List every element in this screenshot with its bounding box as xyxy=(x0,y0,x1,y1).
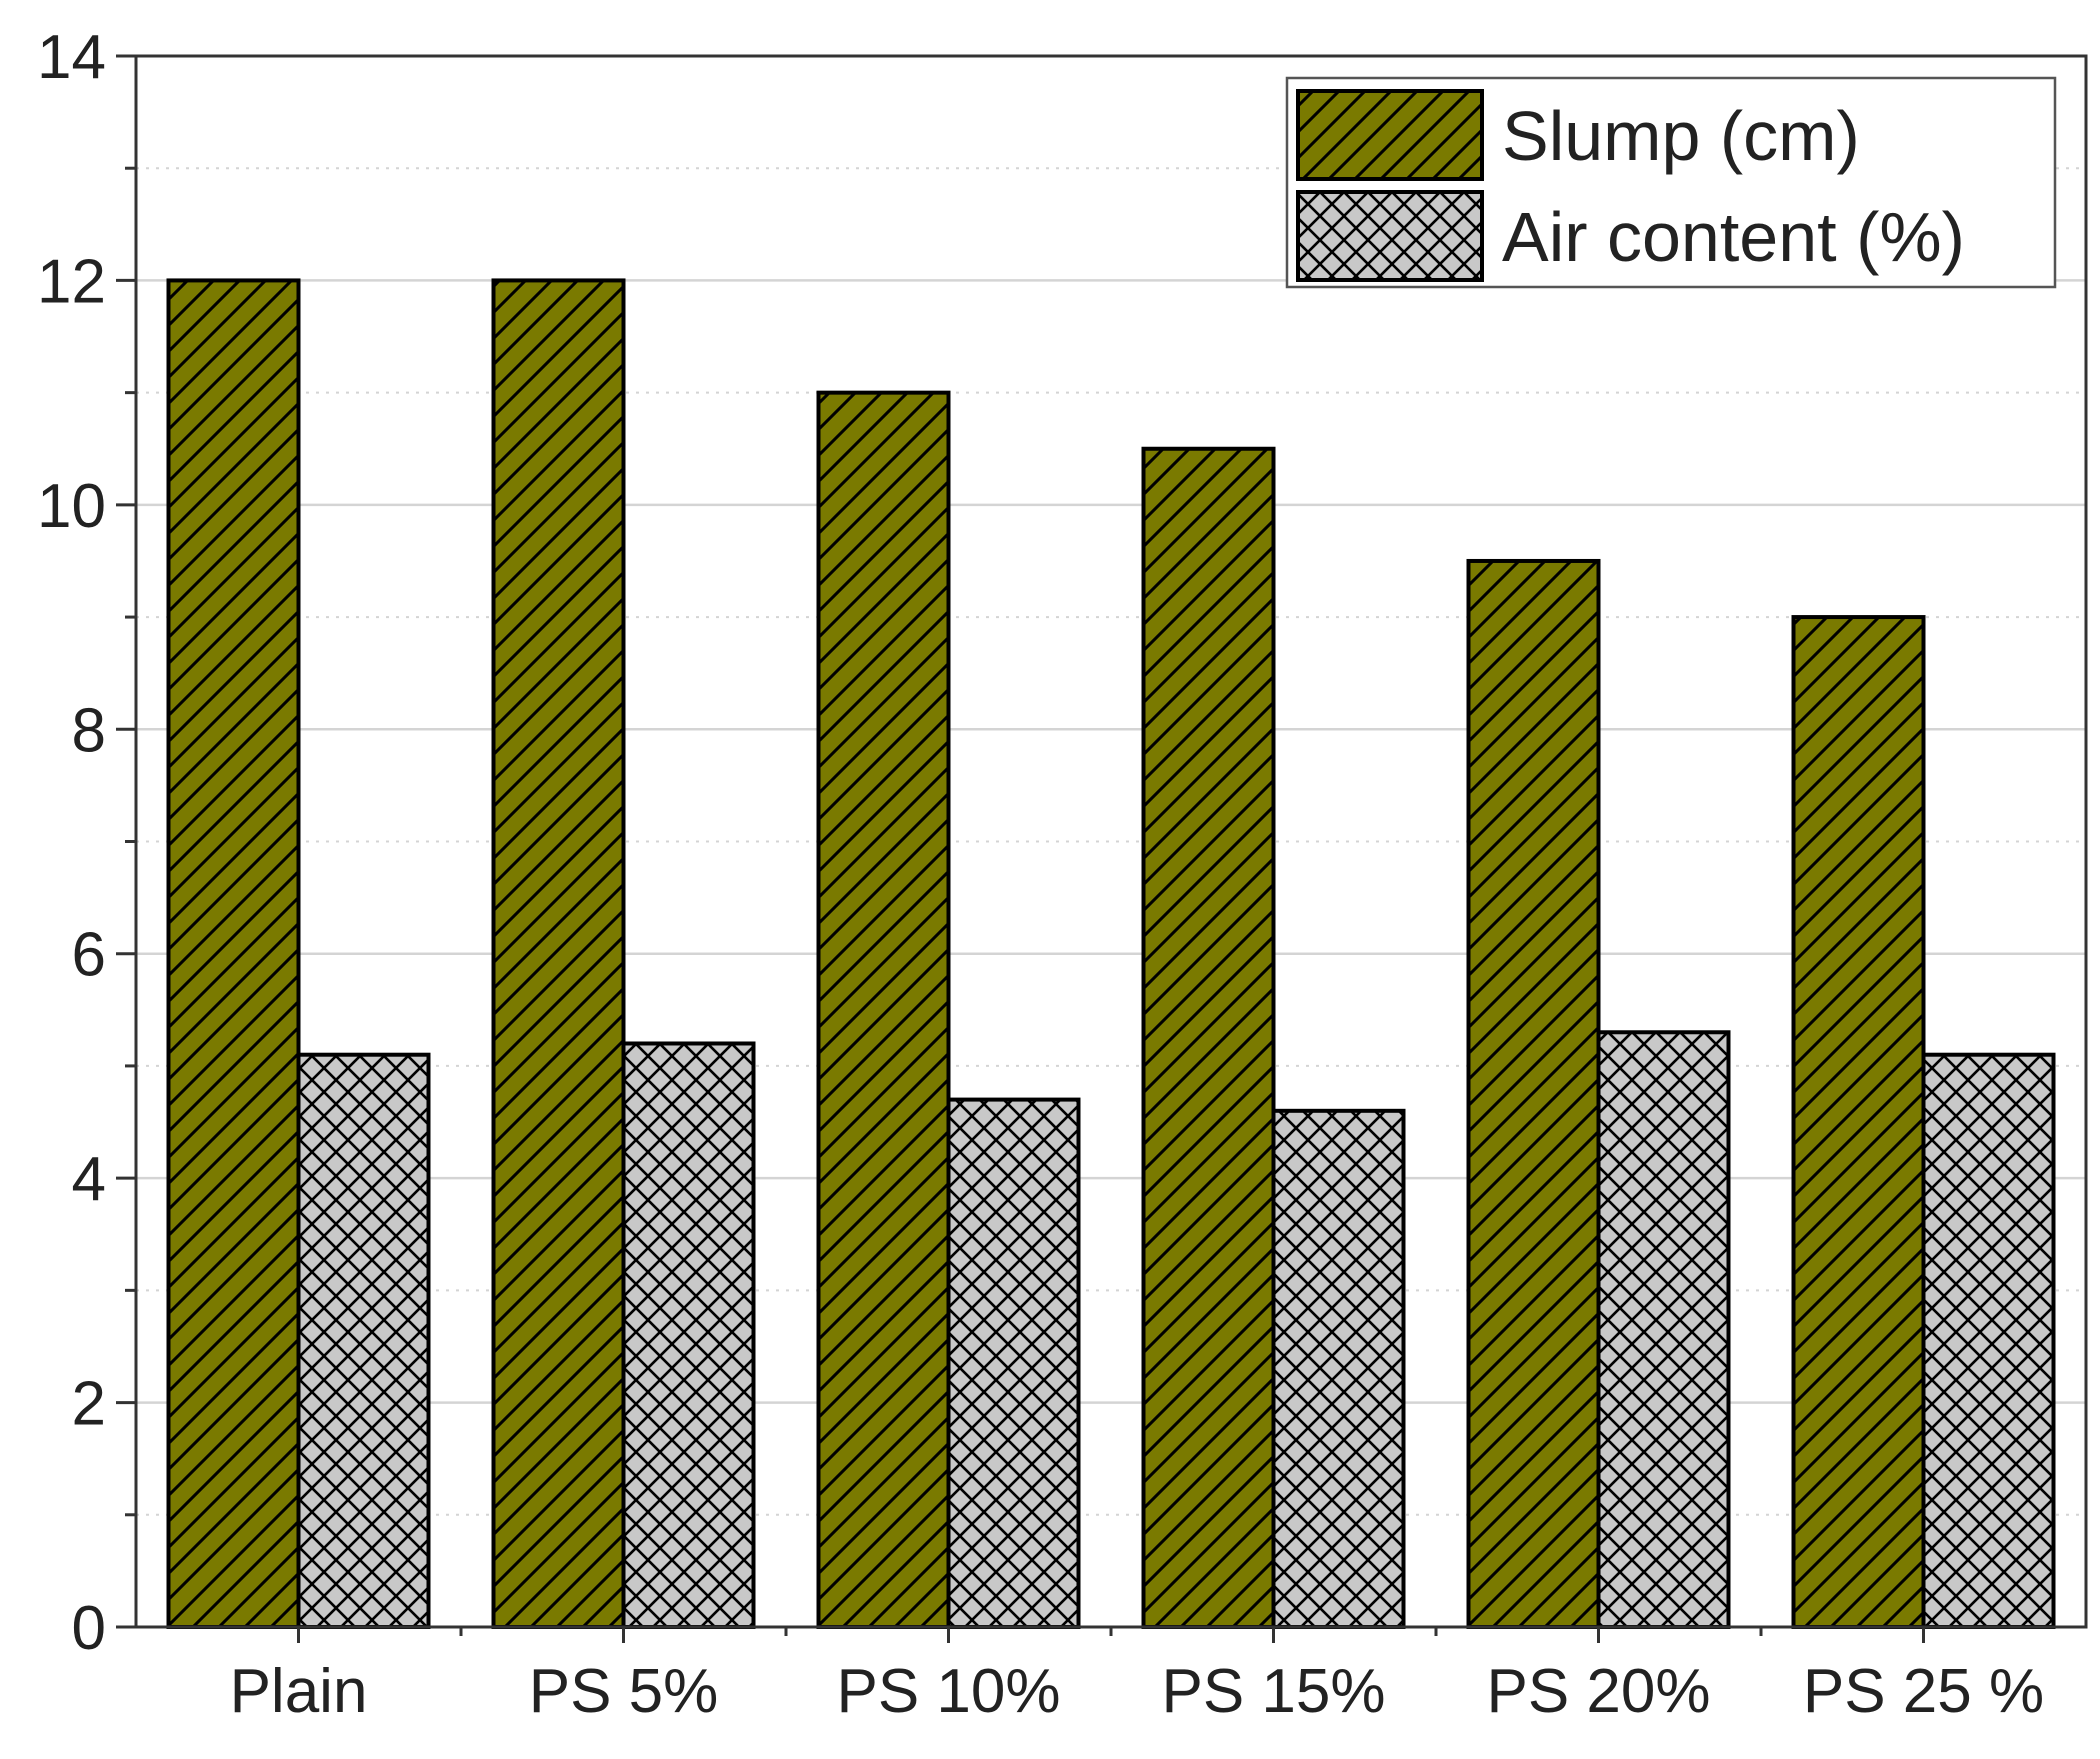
bar-air-content-5 xyxy=(1921,1052,2056,1629)
bar-air-content-0 xyxy=(296,1052,431,1629)
y-tick-label: 14 xyxy=(37,23,106,92)
x-tick-label: PS 5% xyxy=(529,1657,719,1726)
bar-air-content-1 xyxy=(621,1041,756,1629)
bar-air-content-2 xyxy=(946,1097,1081,1630)
x-tick-label: PS 10% xyxy=(836,1657,1060,1726)
y-tick-label: 6 xyxy=(72,921,106,990)
bar-air-content-3 xyxy=(1271,1108,1406,1630)
bar-slump-4 xyxy=(1466,558,1601,1630)
bar-air-content-4 xyxy=(1596,1030,1731,1629)
gridlines xyxy=(136,167,2086,1516)
y-tick-label: 8 xyxy=(72,696,106,765)
legend-swatch-air-content xyxy=(1296,190,1484,282)
bars xyxy=(166,278,2056,1630)
y-tick-label: 4 xyxy=(72,1145,106,1214)
bar-slump-2 xyxy=(816,390,951,1630)
bar-slump-0 xyxy=(166,278,301,1629)
legend-label-slump: Slump (cm) xyxy=(1502,97,1860,175)
x-tick-label: PS 20% xyxy=(1486,1657,1710,1726)
bar-slump-1 xyxy=(491,278,626,1629)
y-tick-label: 10 xyxy=(37,472,106,541)
bar-slump-5 xyxy=(1791,615,1926,1629)
legend-label-air-content: Air content (%) xyxy=(1502,198,1965,276)
y-tick-label: 12 xyxy=(37,247,106,316)
legend: Slump (cm) Air content (%) xyxy=(1285,76,2057,289)
legend-swatch-slump xyxy=(1296,89,1484,181)
axes xyxy=(116,54,2088,1643)
x-tick-label: Plain xyxy=(230,1657,368,1726)
tick-labels: 0 2 4 6 8 10 12 14 Plain PS 5% PS 10% PS 15% PS 20% P… xyxy=(37,23,2044,1726)
x-tick-label: PS 25 % xyxy=(1803,1657,2044,1726)
x-tick-label: PS 15% xyxy=(1161,1657,1385,1726)
y-tick-label: 2 xyxy=(72,1370,106,1439)
y-tick-label: 0 xyxy=(72,1594,106,1663)
bar-slump-3 xyxy=(1141,446,1276,1629)
